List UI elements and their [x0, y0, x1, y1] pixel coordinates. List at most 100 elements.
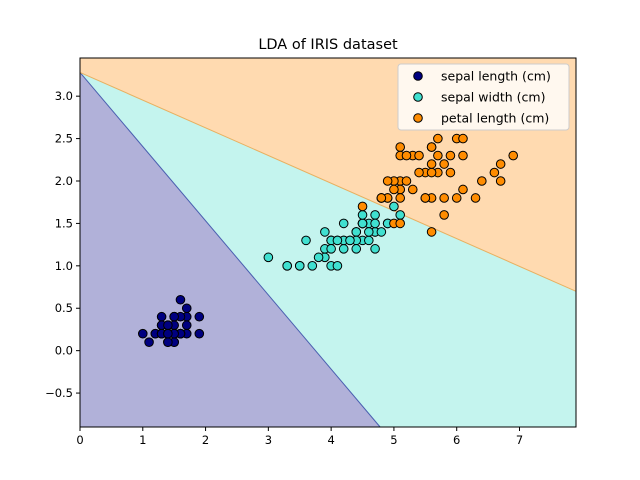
data-point-series-1 — [357, 210, 368, 220]
data-point-series-1 — [364, 227, 374, 237]
data-point-series-0 — [163, 320, 173, 331]
legend-marker-0 — [413, 71, 423, 81]
data-point-series-1 — [326, 244, 336, 254]
data-point-series-2 — [376, 193, 387, 203]
legend-marker-2 — [413, 113, 423, 123]
legend-marker-1 — [413, 92, 423, 102]
data-point-series-2 — [495, 176, 506, 186]
data-point-series-2 — [407, 184, 418, 195]
data-point-series-2 — [395, 142, 406, 152]
data-point-series-1 — [338, 218, 349, 229]
data-point-series-1 — [263, 252, 274, 263]
data-point-series-1 — [376, 227, 387, 237]
data-point-series-0 — [163, 328, 173, 339]
data-point-series-2 — [439, 159, 449, 169]
data-point-series-2 — [445, 150, 456, 161]
data-point-series-1 — [301, 235, 311, 246]
y-tick-label: 2.5 — [55, 132, 73, 146]
data-point-series-1 — [357, 218, 368, 229]
data-point-series-1 — [338, 244, 349, 254]
data-point-series-0 — [137, 328, 148, 339]
data-point-series-1 — [370, 218, 380, 229]
data-point-series-2 — [439, 210, 449, 220]
decision-boundaries — [79, 71, 577, 428]
x-tick-label: 2 — [202, 433, 209, 447]
data-point-series-2 — [401, 176, 412, 186]
data-point-series-2 — [395, 218, 406, 229]
data-point-series-1 — [332, 235, 343, 246]
data-point-series-2 — [426, 142, 437, 152]
x-tick-label: 1 — [139, 433, 146, 447]
data-point-series-2 — [470, 193, 481, 203]
data-point-series-2 — [489, 167, 500, 178]
y-tick-label: 3.0 — [55, 89, 73, 103]
x-axis: 0 1 2 3 4 5 6 7 — [76, 427, 523, 447]
chart-title: LDA of IRIS dataset — [258, 37, 398, 53]
legend-label-0: sepal length (cm) — [441, 69, 551, 84]
data-point-series-2 — [414, 150, 424, 161]
y-tick-label: 2.0 — [55, 174, 73, 188]
y-tick-label: 1.5 — [55, 216, 73, 230]
data-point-series-2 — [357, 201, 368, 212]
data-point-series-2 — [426, 227, 437, 237]
data-point-series-1 — [313, 252, 324, 263]
data-point-series-0 — [163, 337, 173, 347]
boundary-line-1 — [79, 71, 577, 292]
y-tick-label: 0.5 — [55, 301, 73, 315]
data-point-series-0 — [181, 303, 192, 314]
data-point-series-1 — [370, 244, 380, 254]
data-point-series-2 — [414, 167, 424, 178]
boundary-line-0 — [79, 72, 381, 428]
data-point-series-0 — [156, 311, 167, 322]
data-point-series-1 — [345, 235, 355, 246]
legend-label-1: sepal width (cm) — [441, 90, 545, 105]
x-tick-label: 6 — [453, 433, 460, 447]
data-point-series-2 — [477, 176, 487, 186]
data-point-series-1 — [351, 227, 362, 237]
y-axis: −0.5 0.0 0.5 1.0 1.5 2.0 2.5 3.0 — [45, 89, 80, 400]
data-point-series-2 — [458, 133, 468, 144]
data-point-series-2 — [401, 150, 412, 161]
data-point-series-2 — [439, 193, 449, 203]
legend-label-2: petal length (cm) — [441, 111, 549, 126]
data-point-series-1 — [395, 210, 406, 220]
data-point-series-0 — [194, 311, 205, 322]
data-point-series-1 — [332, 261, 343, 271]
data-point-series-1 — [351, 244, 362, 254]
scatter-points — [137, 133, 519, 347]
data-point-series-2 — [433, 133, 443, 144]
data-point-series-2 — [389, 184, 399, 195]
data-point-series-0 — [144, 337, 154, 347]
y-tick-label: 0.0 — [55, 344, 73, 358]
y-tick-label: −0.5 — [45, 386, 73, 400]
data-point-series-2 — [458, 184, 468, 195]
y-tick-label: 1.0 — [55, 259, 73, 273]
data-point-series-2 — [426, 159, 437, 169]
data-point-series-2 — [495, 159, 506, 169]
data-point-series-2 — [395, 193, 406, 203]
data-point-series-0 — [175, 294, 186, 305]
data-point-series-1 — [282, 261, 292, 271]
data-point-series-2 — [420, 193, 431, 203]
data-point-series-0 — [181, 320, 192, 331]
data-point-series-2 — [445, 167, 456, 178]
x-tick-label: 5 — [390, 433, 397, 447]
data-point-series-1 — [389, 201, 399, 212]
x-tick-label: 4 — [327, 433, 334, 447]
data-point-series-0 — [169, 311, 179, 322]
data-point-series-2 — [426, 167, 437, 178]
plot-frame — [79, 57, 577, 428]
data-point-series-1 — [370, 210, 380, 220]
data-point-series-1 — [307, 261, 318, 271]
data-point-series-2 — [451, 193, 462, 203]
data-point-series-1 — [364, 235, 374, 246]
data-point-series-2 — [508, 150, 519, 161]
data-point-series-2 — [458, 150, 468, 161]
data-point-series-0 — [194, 328, 205, 339]
x-tick-label: 3 — [265, 433, 272, 447]
legend: sepal length (cm) sepal width (cm) petal l… — [397, 63, 570, 131]
x-tick-label: 0 — [76, 433, 83, 447]
data-point-series-2 — [382, 176, 393, 186]
data-point-series-1 — [294, 261, 305, 271]
